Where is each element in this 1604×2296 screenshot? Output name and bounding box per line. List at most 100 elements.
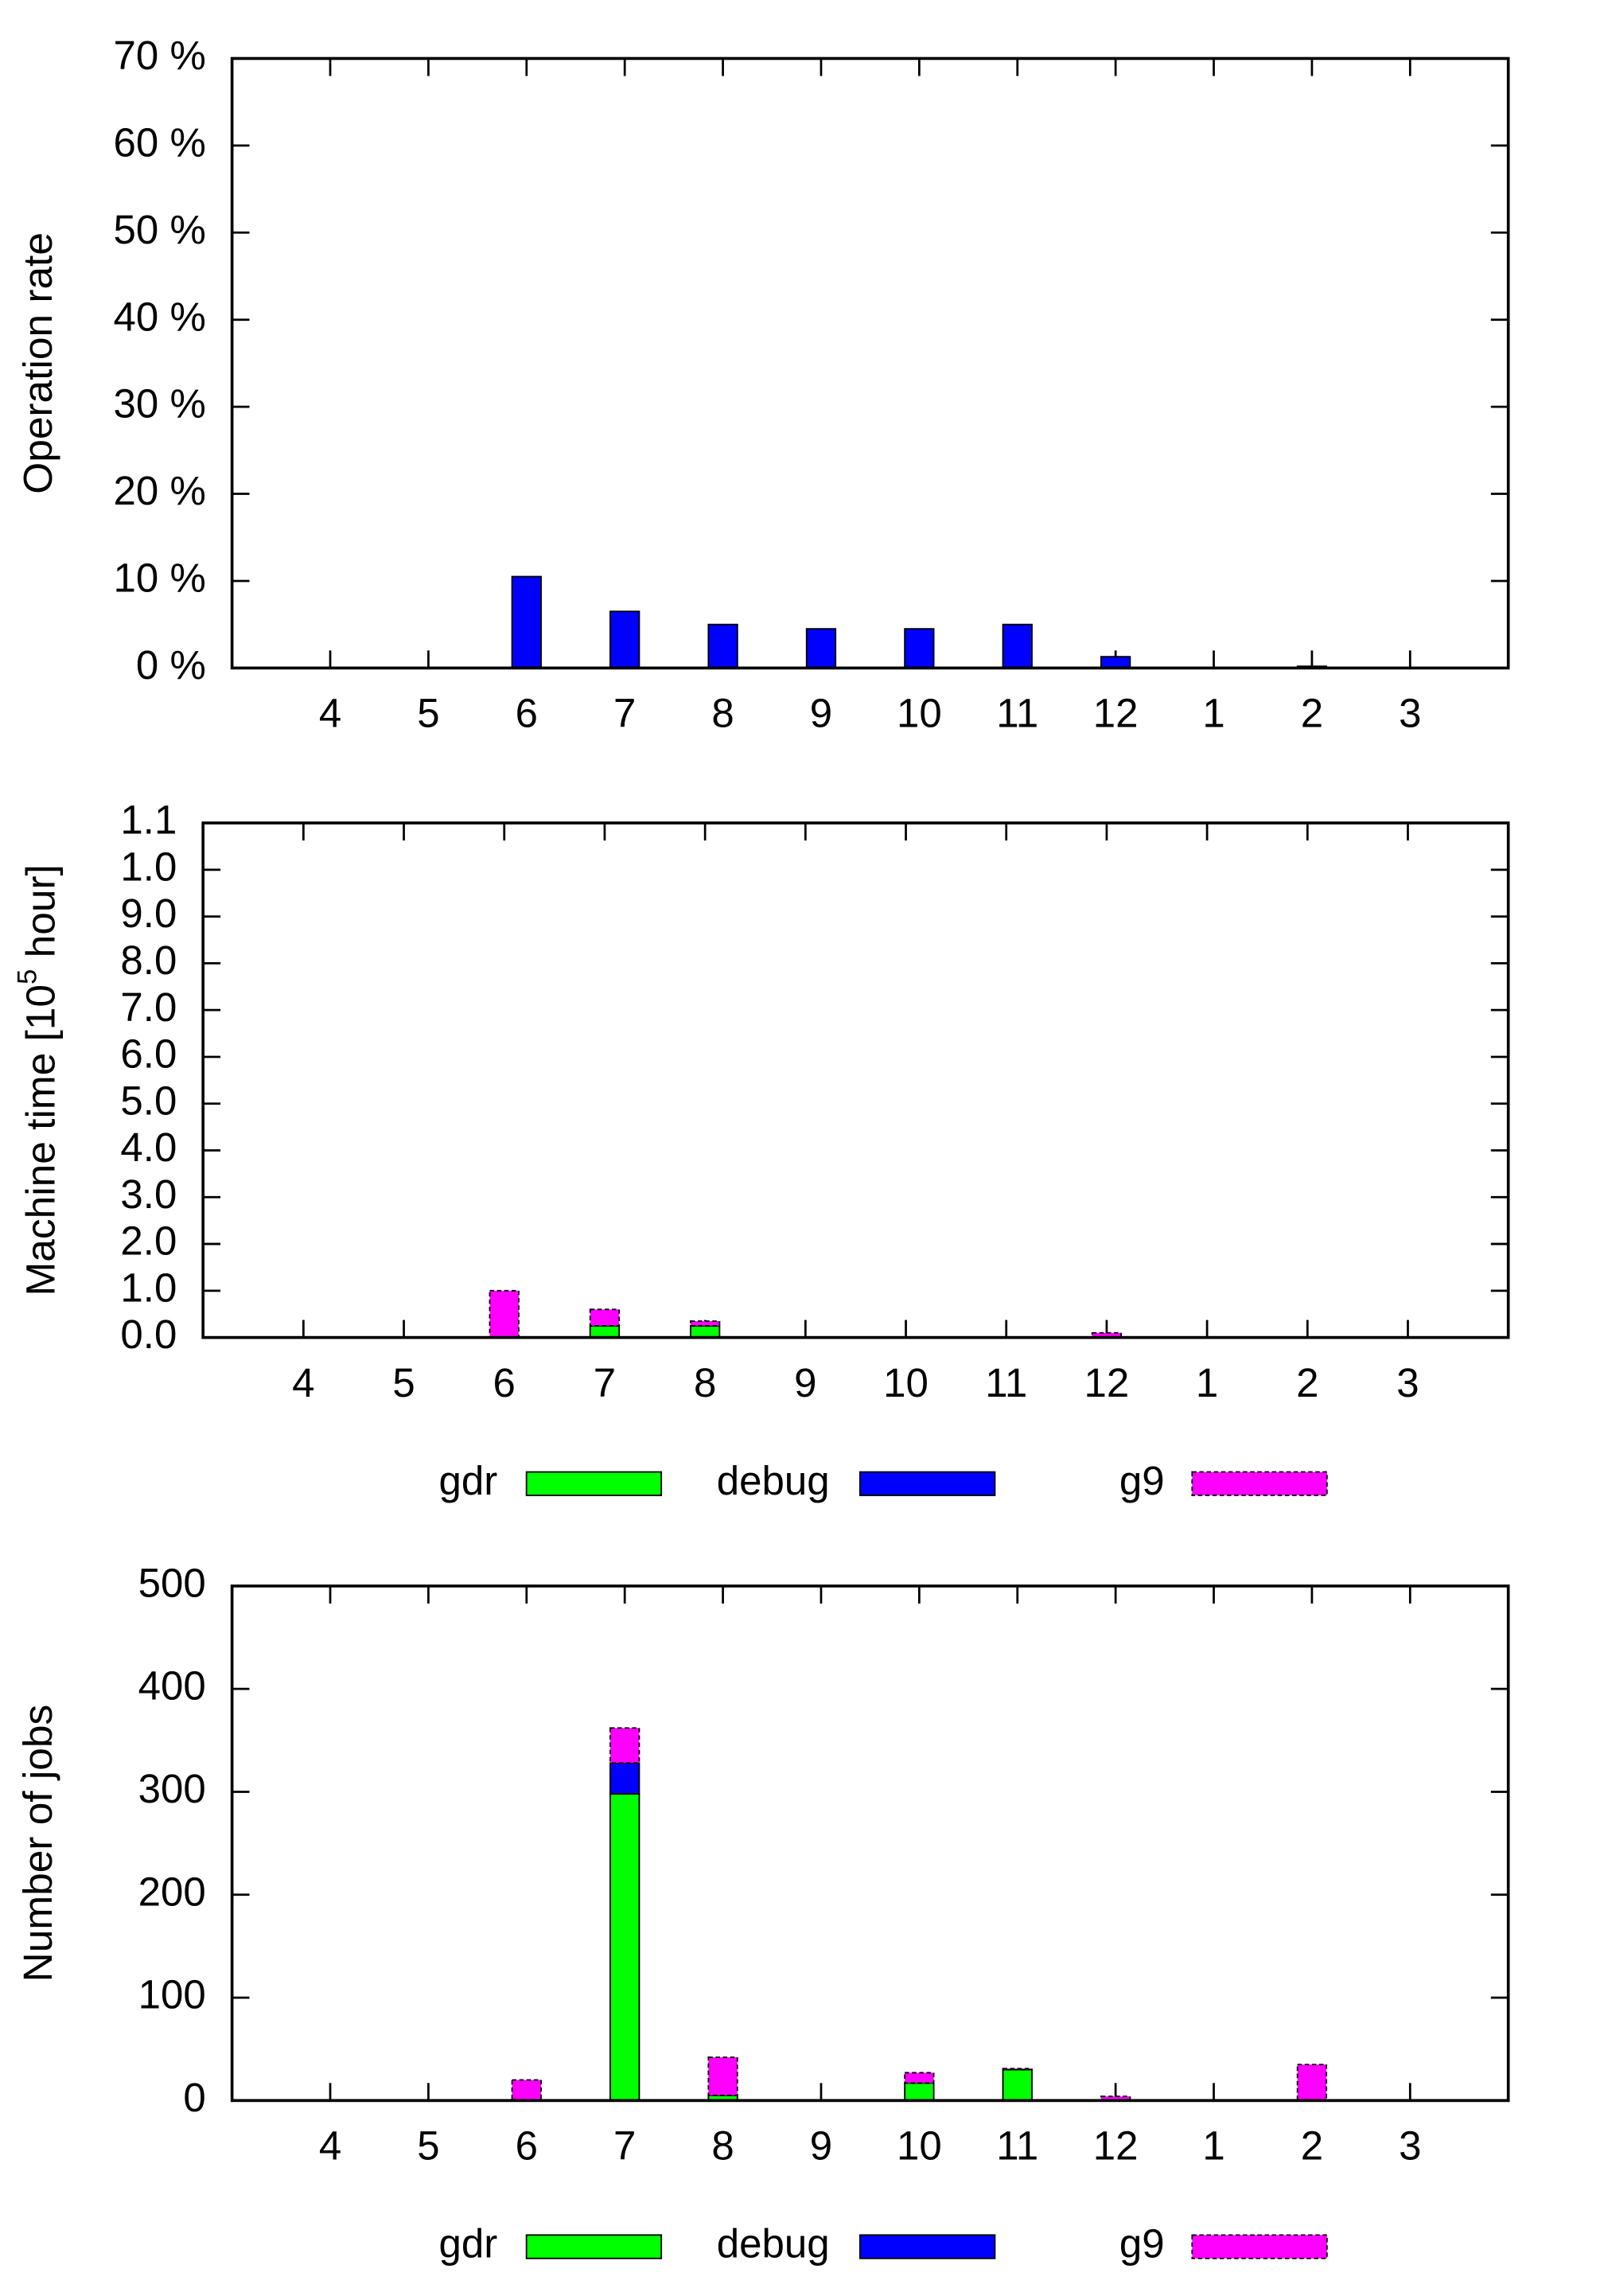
x-tick-label: 9 (810, 690, 832, 735)
y-tick-label: 5.0 (120, 1078, 177, 1123)
x-tick-label: 9 (794, 1360, 816, 1405)
x-tick-label: 3 (1399, 690, 1421, 735)
x-tick-label: 2 (1301, 690, 1323, 735)
y-tick-label: 0 % (136, 642, 206, 688)
x-tick-label: 5 (417, 2123, 439, 2168)
x-tick-label: 12 (1084, 1360, 1130, 1405)
y-tick-label: 4.0 (120, 1125, 177, 1170)
x-tick-label: 2 (1296, 1360, 1318, 1405)
bar (1002, 623, 1033, 669)
y-tick-label: 10 % (114, 555, 206, 600)
y-tick-label: 8.0 (120, 938, 177, 983)
y-tick-label: 40 % (114, 294, 206, 339)
x-tick-label: 4 (319, 690, 341, 735)
y-tick-label: 1.0 (120, 844, 177, 889)
plot-frame (201, 821, 1510, 1339)
bar (1002, 2068, 1033, 2071)
bar (489, 1289, 520, 1339)
legend-label: g9 (1119, 1458, 1165, 1503)
x-tick-label: 6 (516, 2123, 538, 2168)
legend-swatch (859, 1471, 996, 1496)
bar (609, 1727, 640, 1764)
y-axis-label-exponent: 5 (13, 969, 43, 984)
y-tick-label: 6.0 (120, 1031, 177, 1076)
x-tick-label: 8 (711, 690, 734, 735)
chart-panel: 0 % 10 % 20 % 30 % 40 % 50 % 60 % 70 % 4 5 6 7 8 9 10 1… (15, 33, 1510, 736)
y-tick-label: 20 % (114, 468, 206, 513)
bar (904, 2072, 935, 2084)
y-tick-label: 0.0 (120, 1312, 177, 1357)
y-axis-label: Operation rate (15, 232, 60, 494)
bar (1091, 1331, 1123, 1339)
bar (589, 1308, 621, 1327)
x-tick-label: 8 (711, 2123, 734, 2168)
bar (589, 1325, 621, 1339)
bar (707, 2056, 738, 2096)
y-tick-label: 300 (138, 1766, 206, 1811)
y-axis-label-text: Number of jobs (15, 1705, 60, 1982)
y-tick-label: 1.0 (120, 1265, 177, 1310)
x-tick-label: 1 (1202, 690, 1224, 735)
x-tick-label: 10 (897, 2123, 942, 2168)
bar (609, 1762, 640, 1795)
x-tick-label: 4 (292, 1360, 314, 1405)
legend-label: debug (717, 2220, 830, 2266)
x-tick-label: 5 (392, 1360, 415, 1405)
x-tick-label: 12 (1093, 690, 1139, 735)
y-axis-label: Number of jobs (15, 1705, 60, 1982)
x-tick-label: 1 (1196, 1360, 1218, 1405)
x-tick-label: 7 (613, 2123, 636, 2168)
x-tick-label: 5 (417, 690, 439, 735)
y-tick-label: 60 % (114, 119, 206, 165)
y-tick-label: 100 (138, 1971, 206, 2017)
x-tick-label: 10 (883, 1360, 929, 1405)
x-tick-label: 3 (1396, 1360, 1419, 1405)
bar (1002, 2068, 1033, 2102)
legend-swatch (1191, 1471, 1328, 1496)
y-tick-label: 30 % (114, 381, 206, 427)
bar (805, 628, 837, 669)
y-tick-label: 0 (183, 2075, 205, 2120)
y-tick-label: 200 (138, 1869, 206, 1914)
x-tick-label: 11 (996, 690, 1038, 735)
x-tick-label: 7 (613, 690, 636, 735)
x-tick-label: 2 (1301, 2123, 1323, 2168)
bar (1100, 656, 1131, 669)
bar (1296, 2064, 1328, 2102)
y-tick-label: 1.1 (120, 797, 177, 842)
bar (511, 575, 542, 669)
bar (511, 2079, 542, 2102)
x-tick-label: 1 (1202, 2123, 1224, 2168)
x-tick-label: 7 (594, 1360, 616, 1405)
y-tick-label: 2.0 (120, 1218, 177, 1263)
x-tick-label: 6 (516, 690, 538, 735)
legend-swatch (859, 2234, 996, 2259)
x-tick-label: 6 (493, 1360, 516, 1405)
y-tick-label: 3.0 (120, 1171, 177, 1217)
legend-label: gdr (438, 1458, 497, 1503)
bar (904, 2082, 935, 2102)
y-axis-label-text: Operation rate (15, 232, 60, 494)
bar (690, 1325, 721, 1339)
y-tick-label: 50 % (114, 207, 206, 252)
x-tick-label: 4 (319, 2123, 341, 2168)
x-tick-label: 3 (1399, 2123, 1421, 2168)
legend-label: g9 (1119, 2220, 1165, 2266)
x-tick-label: 9 (810, 2123, 832, 2168)
y-tick-label: 500 (138, 1560, 206, 1605)
legend-swatch (1191, 2234, 1328, 2259)
x-tick-label: 12 (1093, 2123, 1139, 2168)
legend-label: gdr (438, 2220, 497, 2266)
y-tick-label: 70 % (114, 33, 206, 78)
bar (609, 610, 640, 669)
x-tick-label: 11 (985, 1360, 1027, 1405)
bar (904, 628, 935, 669)
legend-swatch (525, 1471, 663, 1496)
legend-label: debug (717, 1458, 830, 1503)
x-tick-label: 10 (897, 690, 942, 735)
y-axis-label-text: Machine time [10 (18, 984, 63, 1296)
y-tick-label: 400 (138, 1663, 206, 1709)
bar (690, 1320, 721, 1327)
